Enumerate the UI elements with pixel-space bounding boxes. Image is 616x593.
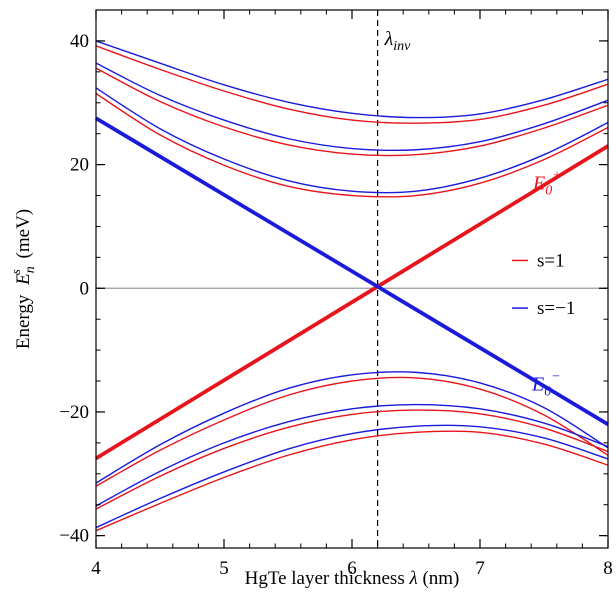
- series-v2-plus: [95, 409, 609, 510]
- x-tick-label: 6: [347, 558, 357, 579]
- series-c1-plus: [95, 92, 609, 198]
- series-c3-plus: [95, 45, 609, 124]
- y-tick-label: 40: [70, 31, 89, 52]
- e0-minus-label: E0−: [531, 369, 561, 399]
- y-tick-label: 20: [70, 155, 89, 176]
- y-tick-label: −40: [59, 526, 89, 547]
- y-tick-label: 0: [80, 278, 90, 299]
- axis-ticks: 4 5 6 7 8 −40 −20 0 20 40: [59, 9, 613, 579]
- y-axis-title: Energy Ens (meV): [4, 209, 38, 349]
- series-v3-minus: [95, 424, 609, 529]
- x-axis-title: HgTe layer thickness λ (nm): [245, 568, 460, 589]
- x-tick-label: 7: [475, 558, 485, 579]
- series-c2-plus: [95, 67, 609, 157]
- legend-label-s-plus: s=1: [537, 250, 565, 271]
- e0-plus-label: E0+: [532, 168, 562, 198]
- series-v3-plus: [95, 430, 609, 532]
- x-tick-label: 4: [91, 558, 101, 579]
- plot-area: [95, 10, 609, 548]
- series-c3-minus: [95, 40, 609, 119]
- y-tick-label: −20: [59, 402, 89, 423]
- series-v2-minus: [95, 403, 609, 507]
- lambda-inv-label: λinv: [384, 28, 412, 54]
- x-tick-label: 8: [603, 558, 613, 579]
- series-v1-minus: [95, 371, 609, 484]
- x-tick-label: 5: [219, 558, 229, 579]
- series-e0-minus: [95, 116, 609, 426]
- series-v1-plus: [95, 376, 609, 487]
- series-e0-plus: [95, 144, 609, 460]
- legend: s=1 s=−1: [512, 250, 575, 319]
- series-c2-minus: [95, 62, 609, 152]
- legend-label-s-minus: s=−1: [537, 298, 575, 319]
- series-c1-minus: [95, 87, 609, 194]
